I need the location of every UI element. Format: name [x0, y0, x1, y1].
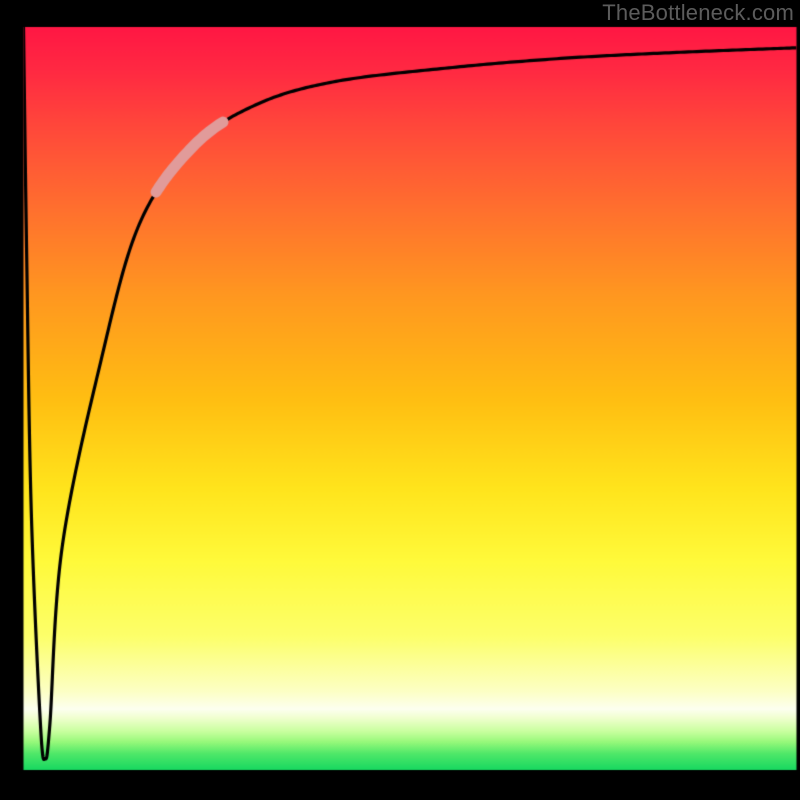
attribution-label: TheBottleneck.com — [602, 0, 794, 26]
chart-container: TheBottleneck.com — [0, 0, 800, 800]
gradient-curve-canvas — [0, 0, 800, 800]
